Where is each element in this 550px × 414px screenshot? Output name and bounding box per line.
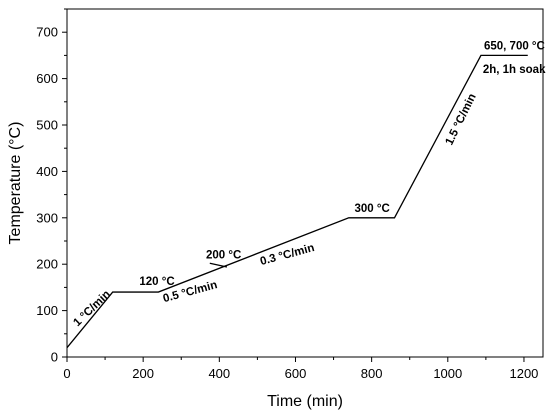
annotation-rate03: 0.3 °C/min [259,242,316,268]
x-tick-label: 1000 [433,366,462,381]
y-tick-label: 100 [36,303,58,318]
x-tick-label: 600 [285,366,307,381]
x-tick-label: 200 [132,366,154,381]
annotation-label200: 200 °C [206,250,241,262]
annotation-hold650: 650, 700 °C [484,40,545,52]
annotation-rate1: 1 °C/min [71,288,113,329]
annotation-rate15: 1.5 °C/min [444,92,479,147]
temperature-profile-line [66,54,528,349]
y-tick-label: 0 [51,350,58,365]
x-tick-label: 400 [208,366,230,381]
y-tick-label: 200 [36,257,58,272]
x-tick-label: 0 [63,366,70,381]
y-tick-label: 700 [36,25,58,40]
y-tick-label: 300 [36,210,58,225]
y-tick-label: 600 [36,71,58,86]
y-tick-label: 500 [36,118,58,133]
y-tick-label: 400 [36,164,58,179]
annotation-soak: 2h, 1h soak [483,64,546,76]
x-tick-label: 1200 [509,366,538,381]
x-tick-label: 800 [361,366,383,381]
annotation-hold120: 120 °C [139,276,174,288]
marker-200c [209,262,228,268]
y-axis-label: Temperature (°C) [7,122,24,245]
x-axis-label: Time (min) [267,393,343,410]
annotation-hold300: 300 °C [355,203,390,215]
plot-frame [66,8,544,358]
